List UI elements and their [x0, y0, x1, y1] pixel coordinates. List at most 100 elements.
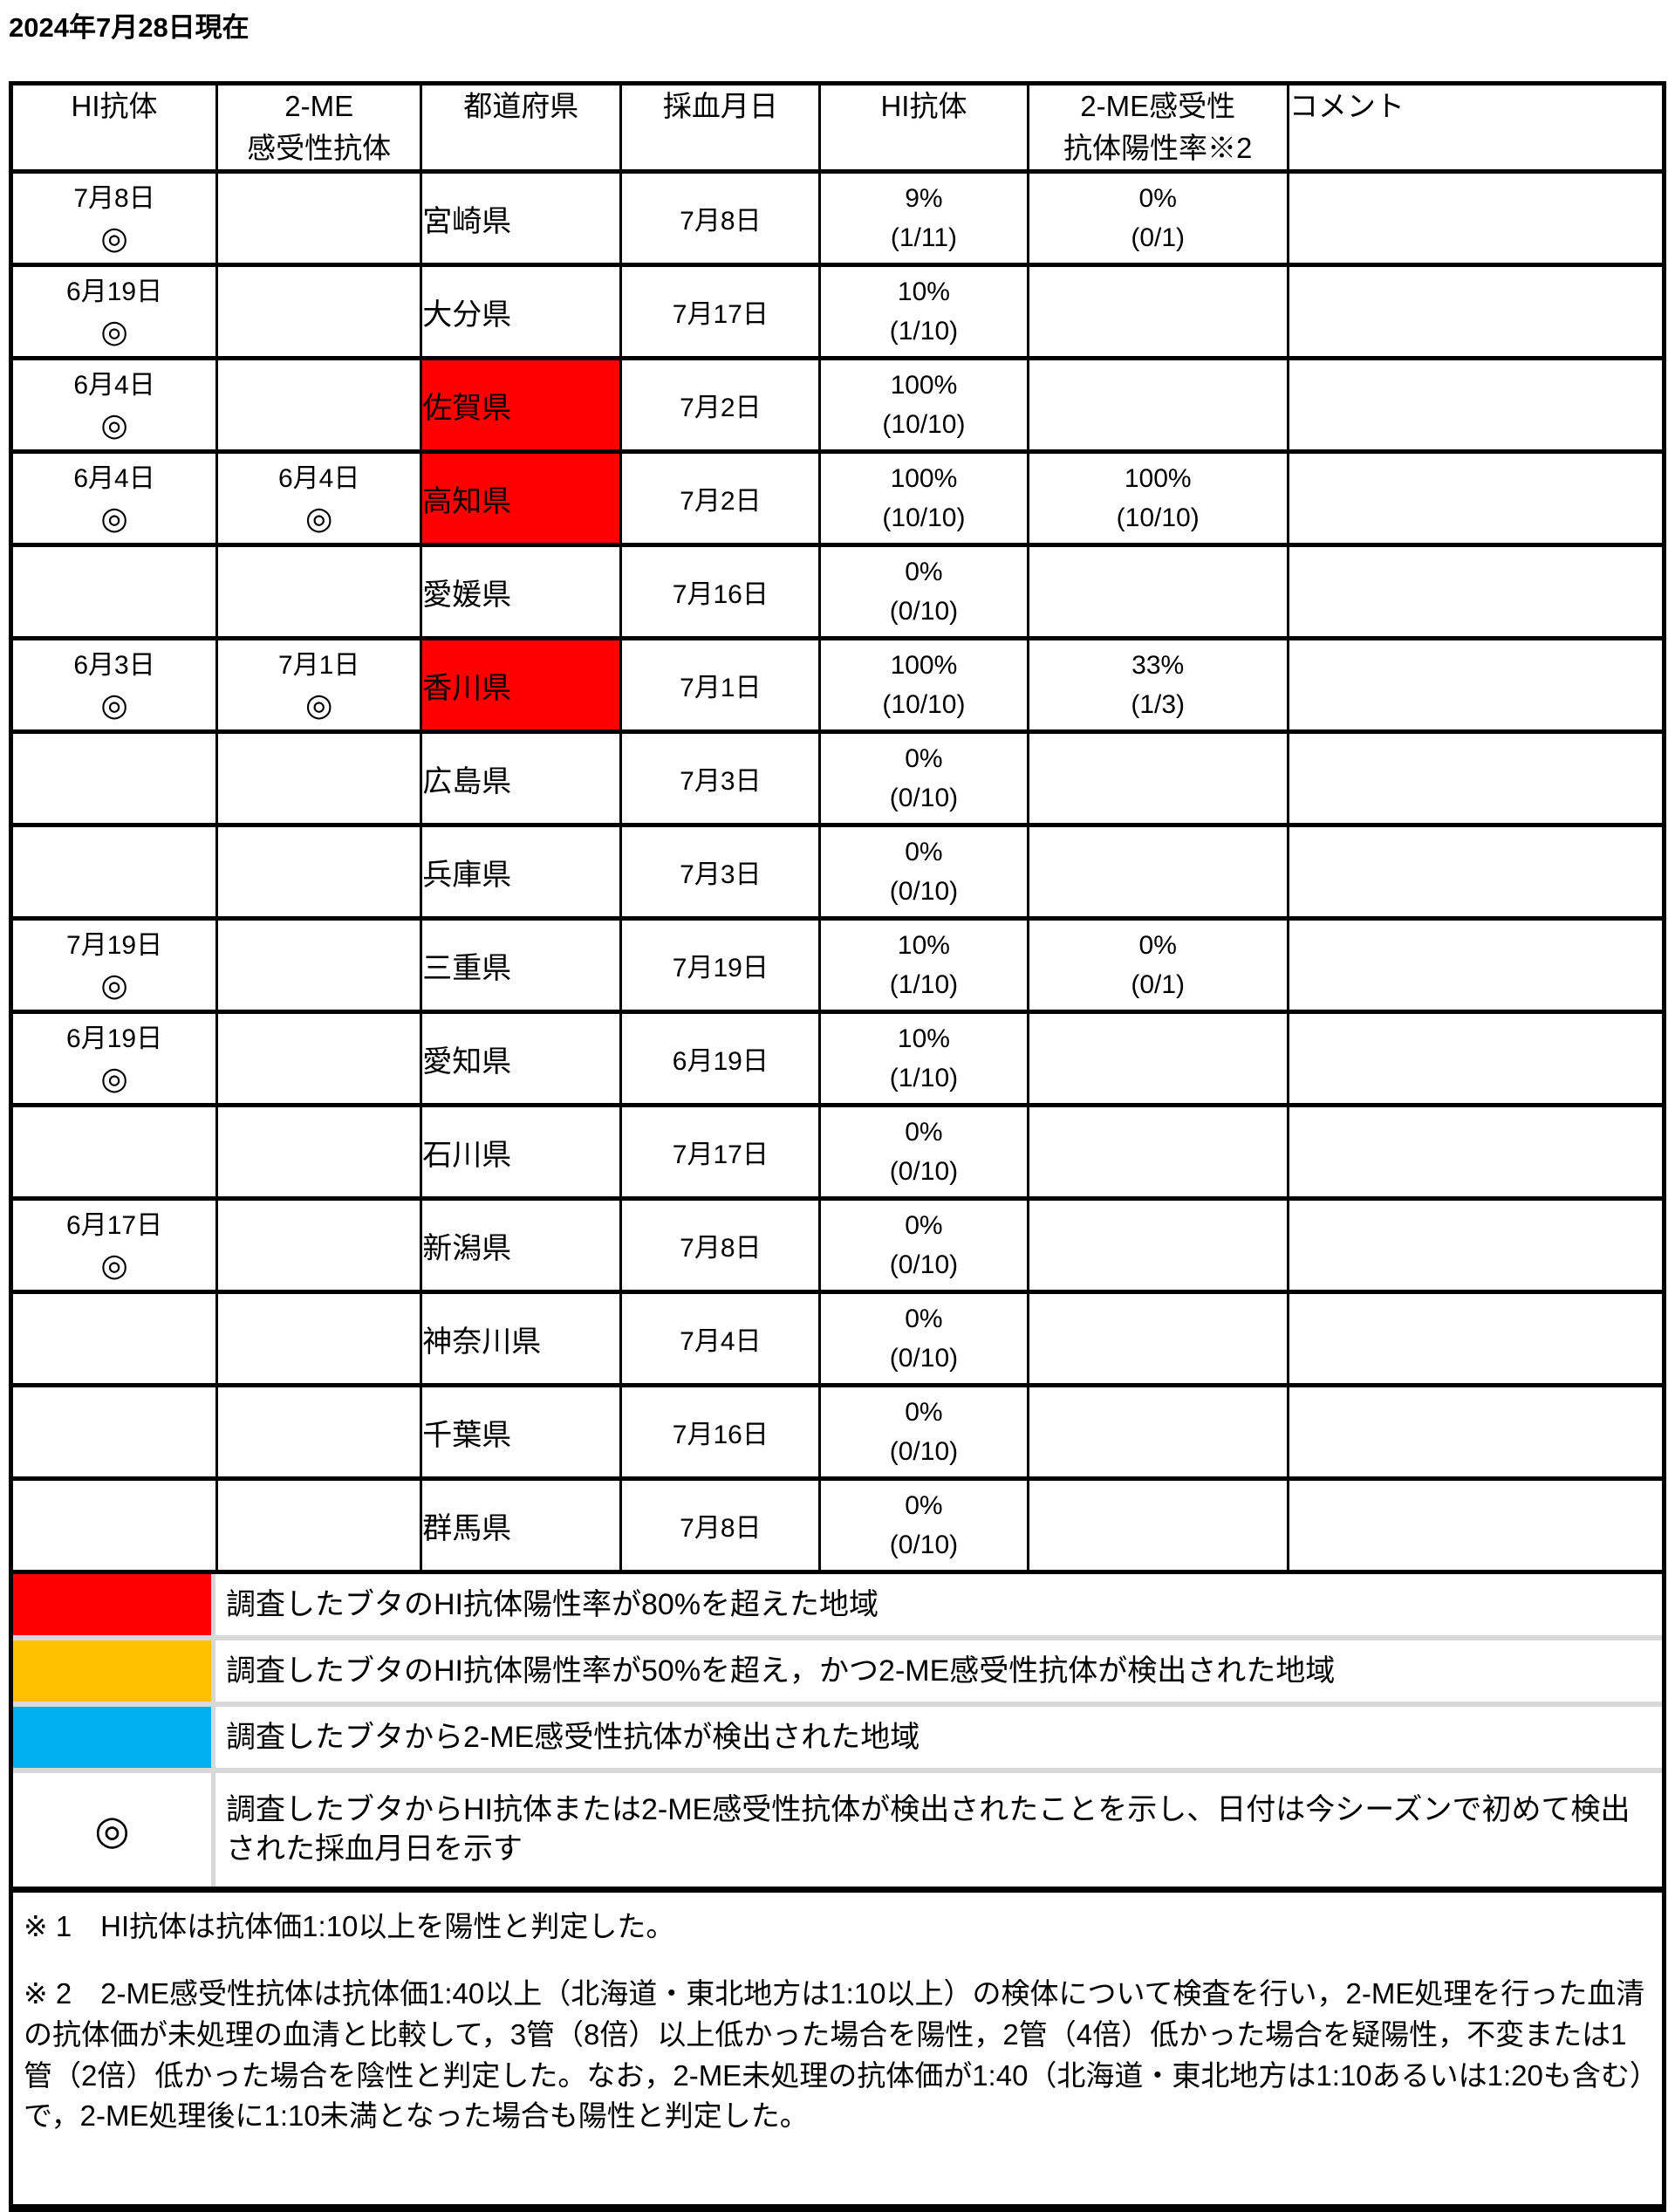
sampling-date-cell: 7月8日	[619, 169, 822, 267]
2me-positive-rate-cell	[1026, 356, 1289, 454]
sampling-date-cell: 7月3日	[619, 823, 822, 921]
prefecture-cell: 高知県	[420, 449, 623, 547]
comment-cell	[1286, 1290, 1666, 1387]
2me-detect-cell	[215, 356, 423, 454]
col-header-hi-positive-rate: HI抗体	[818, 81, 1029, 174]
footnotes: ※ 1 HI抗体は抗体価1:10以上を陽性と判定した。 ※ 2 2-ME感受性抗…	[9, 1893, 1666, 2212]
table-row: 6月4日 ◎ 6月4日 ◎ 高知県 7月2日 100% (10/10) 100% (10…	[9, 449, 1666, 547]
table-row: 7月19日 ◎ 三重県 7月19日 10% (1/10) 0% (0/1)	[9, 916, 1666, 1014]
2me-positive-rate-cell	[1026, 543, 1289, 640]
sampling-date-cell: 7月1日	[619, 636, 822, 734]
comment-cell	[1286, 1383, 1666, 1481]
2me-detect-cell	[215, 1196, 423, 1294]
table-row: 7月8日 ◎ 宮崎県 7月8日 9% (1/11) 0% (0/1)	[9, 169, 1666, 267]
hi-positive-rate-cell: 9% (1/11)	[818, 169, 1029, 267]
double-circle-mark: ◎	[100, 219, 128, 256]
legend-row-orange: 調査したブタのHI抗体陽性率が50%を超え，かつ2-ME感受性抗体が検出された地…	[13, 1635, 1662, 1702]
legend-label-orange: 調査したブタのHI抗体陽性率が50%を超え，かつ2-ME感受性抗体が検出された地…	[226, 1654, 1336, 1688]
prefecture-cell: 愛媛県	[420, 543, 623, 640]
legend: 調査したブタのHI抗体陽性率が80%を超えた地域 調査したブタのHI抗体陽性率が…	[9, 1574, 1666, 1893]
sampling-date-cell: 7月16日	[619, 543, 822, 640]
double-circle-mark: ◎	[100, 312, 128, 349]
hi-detect-cell	[9, 1476, 219, 1574]
2me-positive-rate-cell	[1026, 1103, 1289, 1201]
prefecture-cell: 千葉県	[420, 1383, 623, 1481]
hi-detect-cell	[9, 729, 219, 827]
prefecture-cell: 愛知県	[420, 1010, 623, 1107]
hi-positive-rate-cell: 100% (10/10)	[818, 449, 1029, 547]
hi-positive-rate-cell: 0% (0/10)	[818, 1103, 1029, 1201]
2me-positive-rate-cell	[1026, 823, 1289, 921]
2me-detect-cell	[215, 916, 423, 1014]
2me-detect-cell: 7月1日 ◎	[215, 636, 423, 734]
legend-swatch-red	[13, 1574, 215, 1635]
hi-detect-cell: 6月4日 ◎	[9, 356, 219, 454]
prefecture-cell: 広島県	[420, 729, 623, 827]
prefecture-cell: 群馬県	[420, 1476, 623, 1574]
footnote-2: ※ 2 2-ME感受性抗体は抗体価1:40以上（北海道・東北地方は1:10以上）…	[24, 1976, 1645, 2133]
comment-cell	[1286, 449, 1666, 547]
sampling-date-cell: 7月4日	[619, 1290, 822, 1387]
legend-label-mark: 調査したブタからHI抗体または2-ME感受性抗体が検出されたことを示し、日付は今…	[226, 1793, 1631, 1866]
comment-cell	[1286, 356, 1666, 454]
sampling-date-cell: 7月17日	[619, 1103, 822, 1201]
hi-positive-rate-cell: 0% (0/10)	[818, 729, 1029, 827]
2me-detect-cell: 6月4日 ◎	[215, 449, 423, 547]
antibody-surveillance-table: HI抗体 2-ME 感受性抗体 都道府県 採血月日 HI抗体 2-ME感受性 抗体陽…	[9, 81, 1666, 1574]
hi-detect-cell: 6月19日 ◎	[9, 1010, 219, 1107]
prefecture-cell: 宮崎県	[420, 169, 623, 267]
hi-positive-rate-cell: 0% (0/10)	[818, 1196, 1029, 1294]
2me-positive-rate-cell	[1026, 1476, 1289, 1574]
hi-detect-cell: 6月19日 ◎	[9, 263, 219, 360]
legend-label-red: 調査したブタのHI抗体陽性率が80%を超えた地域	[226, 1587, 879, 1621]
legend-swatch-orange	[13, 1640, 215, 1702]
sampling-date-cell: 7月19日	[619, 916, 822, 1014]
comment-cell	[1286, 916, 1666, 1014]
col-header-2me-positive-rate: 2-ME感受性 抗体陽性率※2	[1026, 81, 1289, 174]
hi-detect-cell	[9, 823, 219, 921]
col-header-comment: コメント	[1286, 81, 1666, 174]
prefecture-cell: 石川県	[420, 1103, 623, 1201]
2me-positive-rate-cell	[1026, 1196, 1289, 1294]
sampling-date-cell: 7月17日	[619, 263, 822, 360]
comment-cell	[1286, 1476, 1666, 1574]
2me-detect-cell	[215, 543, 423, 640]
double-circle-mark: ◎	[100, 1059, 128, 1096]
comment-cell	[1286, 729, 1666, 827]
double-circle-mark: ◎	[100, 686, 128, 722]
2me-detect-cell	[215, 263, 423, 360]
hi-detect-cell	[9, 1103, 219, 1201]
sampling-date-cell: 7月2日	[619, 356, 822, 454]
2me-detect-cell	[215, 823, 423, 921]
comment-cell	[1286, 1010, 1666, 1107]
table-row: 広島県 7月3日 0% (0/10)	[9, 729, 1666, 827]
hi-positive-rate-cell: 0% (0/10)	[818, 543, 1029, 640]
hi-detect-cell: 7月19日 ◎	[9, 916, 219, 1014]
comment-cell	[1286, 169, 1666, 267]
hi-positive-rate-cell: 10% (1/10)	[818, 1010, 1029, 1107]
legend-row-blue: 調査したブタから2-ME感受性抗体が検出された地域	[13, 1702, 1662, 1768]
table-row: 6月4日 ◎ 佐賀県 7月2日 100% (10/10)	[9, 356, 1666, 454]
double-circle-mark: ◎	[304, 686, 333, 722]
prefecture-cell: 新潟県	[420, 1196, 623, 1294]
2me-positive-rate-cell	[1026, 263, 1289, 360]
hi-positive-rate-cell: 100% (10/10)	[818, 356, 1029, 454]
table-row: 6月19日 ◎ 愛知県 6月19日 10% (1/10)	[9, 1010, 1666, 1107]
sampling-date-cell: 7月3日	[619, 729, 822, 827]
2me-positive-rate-cell: 0% (0/1)	[1026, 169, 1289, 267]
table-row: 神奈川県 7月4日 0% (0/10)	[9, 1290, 1666, 1387]
prefecture-cell: 三重県	[420, 916, 623, 1014]
hi-detect-cell	[9, 1383, 219, 1481]
comment-cell	[1286, 823, 1666, 921]
2me-detect-cell	[215, 1103, 423, 1201]
table-row: 兵庫県 7月3日 0% (0/10)	[9, 823, 1666, 921]
comment-cell	[1286, 1103, 1666, 1201]
comment-cell	[1286, 636, 1666, 734]
table-row: 群馬県 7月8日 0% (0/10)	[9, 1476, 1666, 1574]
2me-positive-rate-cell	[1026, 1290, 1289, 1387]
2me-detect-cell	[215, 1476, 423, 1574]
2me-positive-rate-cell: 100% (10/10)	[1026, 449, 1289, 547]
hi-positive-rate-cell: 10% (1/10)	[818, 916, 1029, 1014]
footnote-1: ※ 1 HI抗体は抗体価1:10以上を陽性と判定した。	[24, 1910, 675, 1942]
